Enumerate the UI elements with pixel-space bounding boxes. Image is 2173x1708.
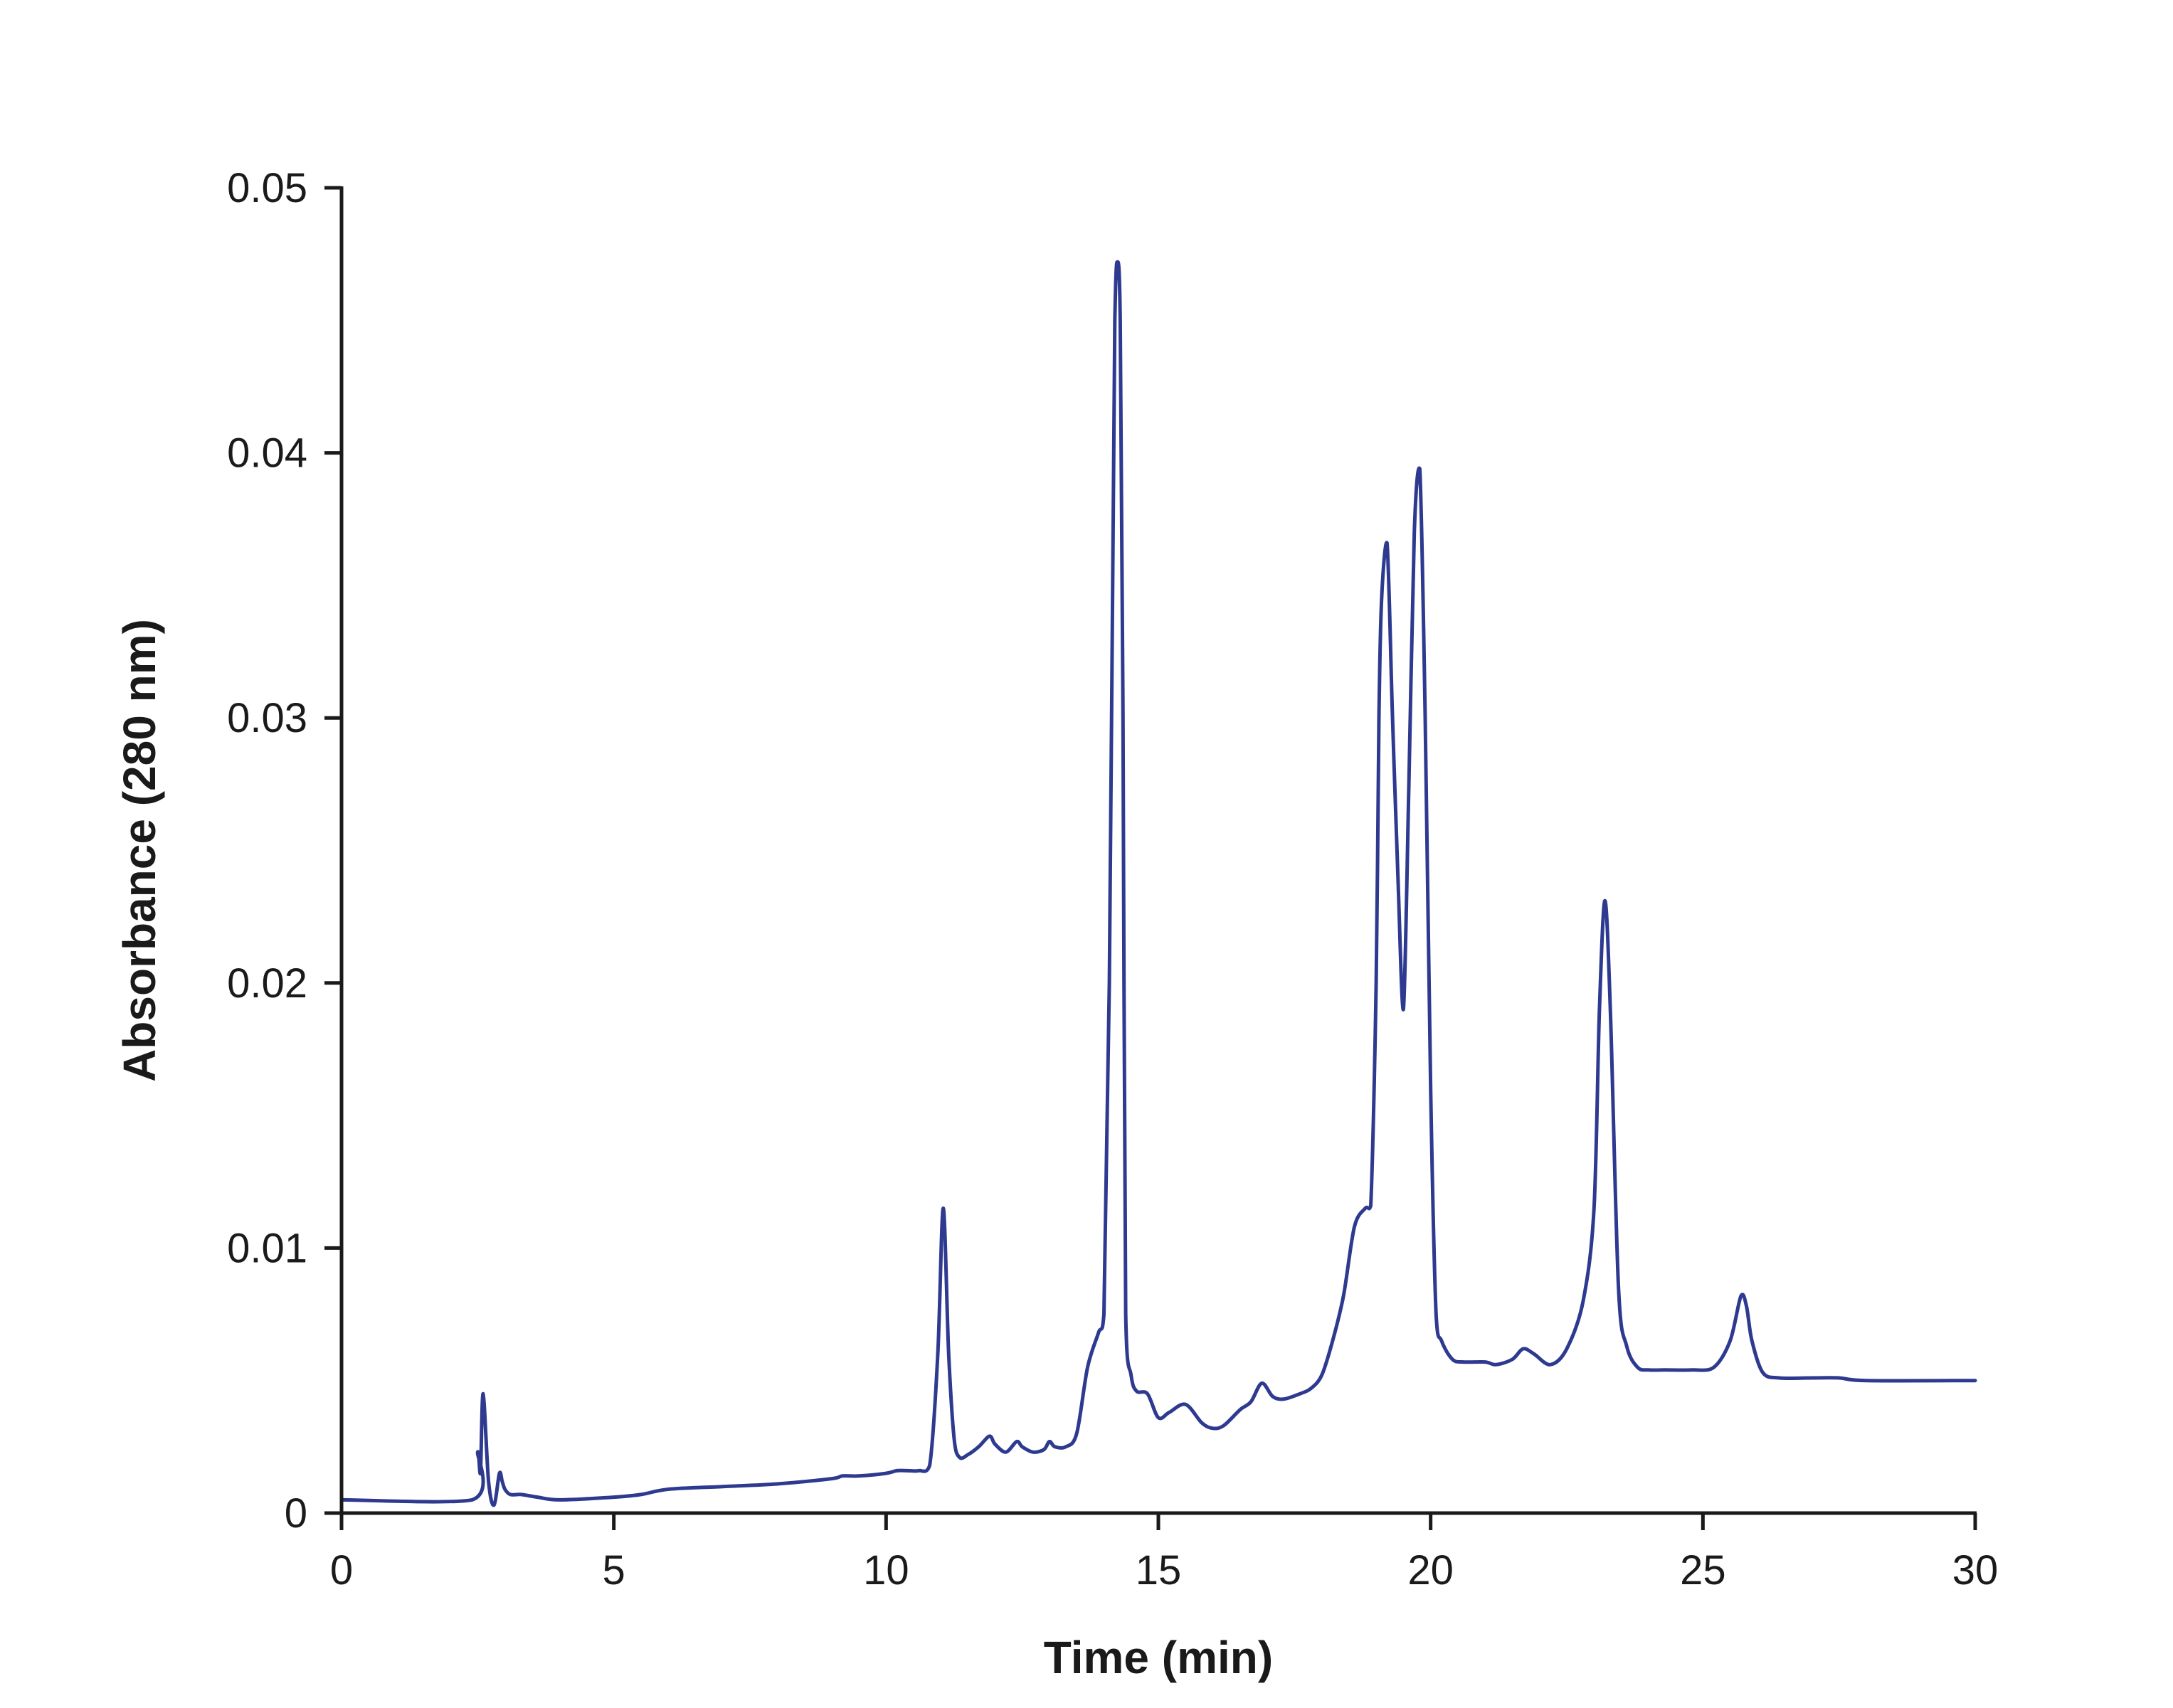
x-ticks: 0 5 10 15 20 25 30: [330, 1513, 1998, 1593]
x-tick-label: 20: [1407, 1547, 1454, 1593]
absorbance-trace-line: [339, 260, 1977, 1507]
y-tick-label: 0.02: [227, 960, 307, 1007]
x-tick-label: 30: [1952, 1547, 1999, 1593]
y-tick-label: 0.04: [227, 430, 307, 477]
y-ticks: 0 0.01 0.02 0.03 0.04 0.05: [227, 165, 342, 1537]
x-tick-label: 5: [603, 1547, 625, 1593]
x-tick-label: 0: [330, 1547, 353, 1593]
plot-area: [339, 260, 1977, 1507]
y-tick-label: 0: [285, 1490, 307, 1537]
x-axis-title: Time (min): [1044, 1632, 1273, 1683]
x-tick-label: 15: [1136, 1547, 1182, 1593]
x-tick-label: 25: [1680, 1547, 1726, 1593]
y-tick-label: 0.05: [227, 165, 307, 211]
y-tick-label: 0.03: [227, 695, 307, 741]
y-axis-title: Absorbance (280 nm): [114, 619, 165, 1082]
y-tick-label: 0.01: [227, 1225, 307, 1271]
x-tick-label: 10: [863, 1547, 909, 1593]
